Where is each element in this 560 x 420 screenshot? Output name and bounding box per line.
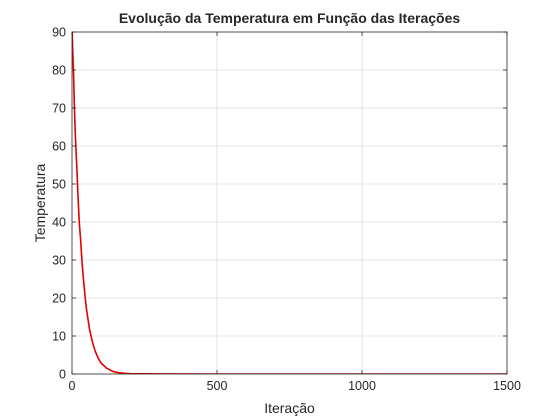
y-tick-label: 40 (52, 216, 66, 230)
plot-area (72, 32, 507, 374)
y-tick-label: 0 (59, 368, 66, 382)
chart-title: Evolução da Temperatura em Função das It… (119, 10, 461, 26)
y-tick-label: 60 (52, 140, 66, 154)
x-axis-label: Iteração (264, 400, 315, 416)
y-tick-label: 10 (52, 330, 66, 344)
x-tick-label: 0 (69, 379, 76, 393)
y-tick-label: 30 (52, 254, 66, 268)
y-axis-label: Temperatura (32, 163, 48, 242)
x-tick-label: 500 (207, 379, 228, 393)
y-tick-label: 90 (52, 26, 66, 40)
y-tick-label: 50 (52, 178, 66, 192)
y-tick-label: 70 (52, 102, 66, 116)
y-tick-label: 20 (52, 292, 66, 306)
y-tick-label: 80 (52, 64, 66, 78)
x-tick-label: 1000 (348, 379, 376, 393)
x-tick-label: 1500 (493, 379, 521, 393)
